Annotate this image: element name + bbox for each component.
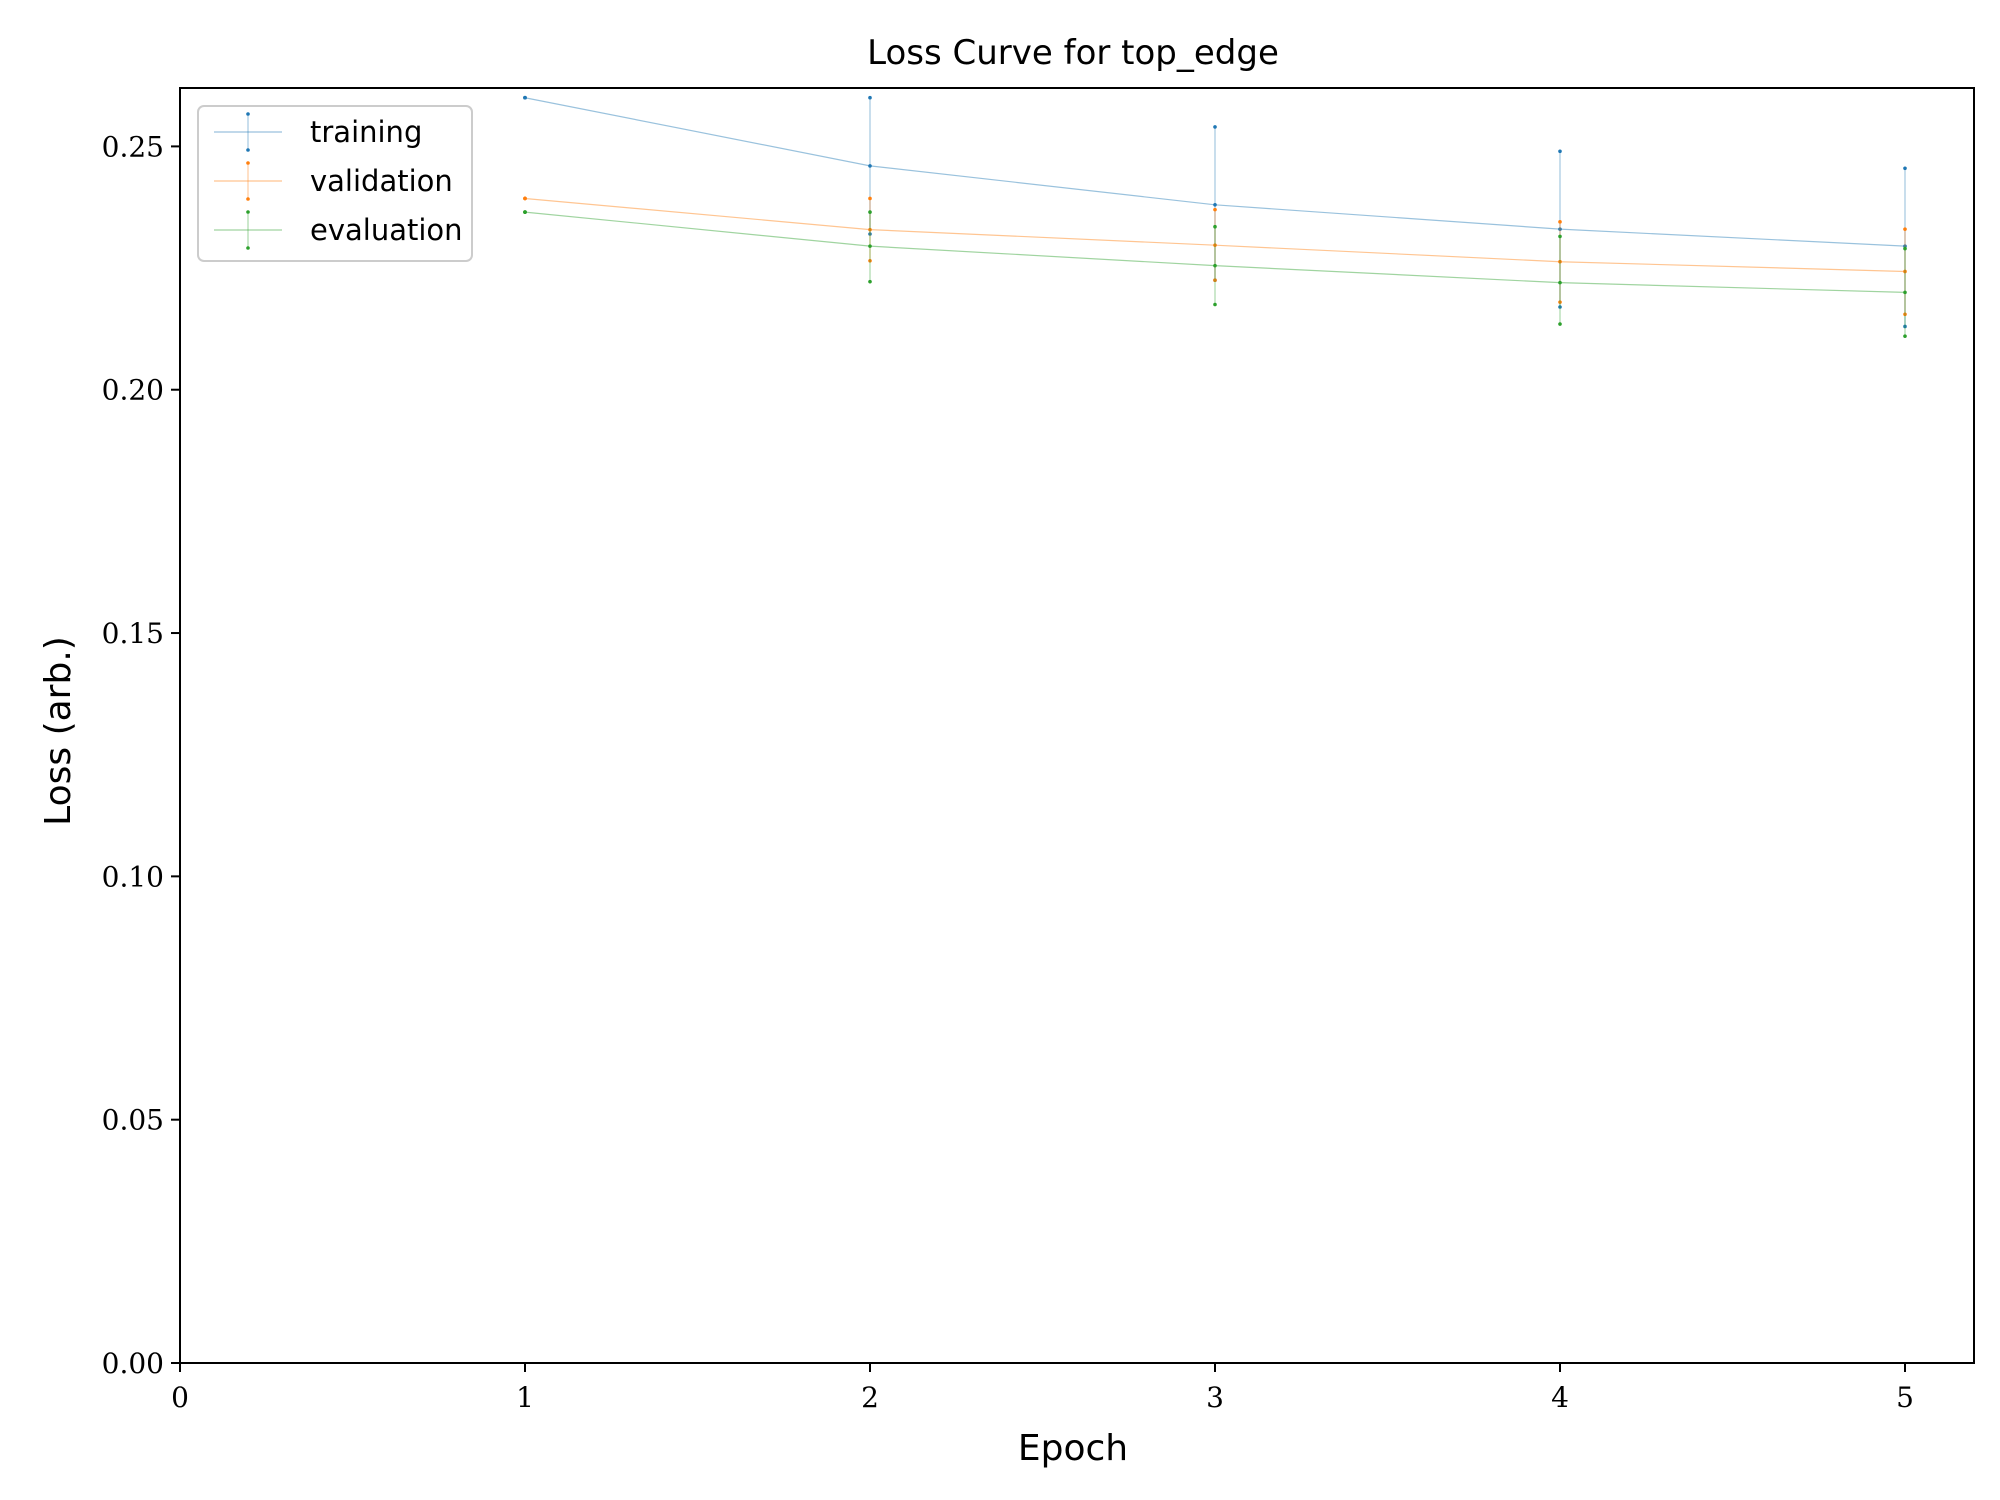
legend-box: [197, 105, 473, 262]
error-cap-high: [1903, 166, 1907, 171]
legend-swatch-cap: [246, 148, 250, 152]
series-validation: [523, 196, 1907, 317]
data-point: [1213, 263, 1217, 268]
y-axis-label: Loss (arb.): [38, 636, 79, 826]
error-cap-low: [1903, 334, 1907, 338]
data-point: [523, 196, 527, 201]
chart-title: Loss Curve for top_edge: [867, 33, 1279, 73]
x-tick-label: 3: [1206, 1381, 1224, 1414]
y-tick-label: 0.25: [102, 130, 164, 163]
y-tick-label: 0.00: [102, 1347, 164, 1380]
legend: training validation evaluation: [197, 105, 473, 262]
error-cap-low: [868, 279, 872, 284]
error-cap-low: [1558, 322, 1562, 326]
x-tick-label: 5: [1896, 1381, 1914, 1414]
error-cap-low: [1213, 302, 1217, 307]
error-cap-high: [1213, 125, 1217, 129]
x-tick-label: 0: [171, 1381, 189, 1414]
y-tick-label: 0.05: [102, 1104, 164, 1137]
error-cap-low: [1558, 305, 1562, 309]
data-point: [1558, 280, 1562, 285]
x-axis-label: Epoch: [1018, 1428, 1128, 1469]
error-cap-high: [868, 196, 872, 201]
x-tick-label: 1: [516, 1381, 534, 1414]
data-point: [868, 164, 872, 168]
legend-label-validation: validation: [310, 164, 453, 198]
legend-label-evaluation: evaluation: [310, 213, 463, 247]
data-point: [1558, 227, 1562, 231]
data-point: [523, 210, 527, 214]
legend-item-training: training: [214, 112, 422, 152]
legend-swatch-cap: [246, 197, 250, 201]
data-point: [868, 227, 872, 232]
data-point: [1558, 259, 1562, 264]
y-tick-label: 0.10: [102, 860, 164, 893]
error-cap-low: [1903, 312, 1907, 317]
data-point: [1903, 290, 1907, 295]
error-cap-high: [1558, 149, 1562, 154]
plot-frame: [179, 87, 1975, 1364]
data-point: [868, 244, 872, 248]
error-cap-high: [868, 95, 872, 100]
error-cap-high: [1213, 207, 1217, 212]
error-cap-high: [1558, 234, 1562, 239]
error-cap-high: [868, 210, 872, 214]
legend-swatch-cap: [246, 161, 250, 165]
y-tick-label: 0.15: [102, 617, 164, 650]
data-point: [1213, 243, 1217, 247]
legend-item-evaluation: evaluation: [214, 210, 463, 250]
x-tick-label: 2: [861, 1381, 879, 1414]
error-cap-low: [868, 232, 872, 236]
data-point: [1213, 202, 1217, 207]
legend-item-validation: validation: [214, 161, 453, 201]
legend-swatch-cap: [246, 112, 250, 116]
data-point: [523, 95, 527, 100]
error-cap-high: [1903, 227, 1907, 231]
ticks-layer: 0 1 2 3 4 5 0.00 0.05 0.10 0.15 0.20 0.25: [102, 130, 1914, 1414]
y-tick-label: 0.20: [102, 374, 164, 407]
legend-label-training: training: [310, 115, 422, 149]
series-evaluation: [523, 210, 1907, 338]
error-cap-high: [1558, 220, 1562, 224]
error-cap-low: [868, 258, 872, 263]
legend-swatch-cap: [246, 210, 250, 214]
error-cap-high: [1903, 246, 1907, 251]
error-cap-high: [1213, 224, 1217, 229]
error-cap-low: [1213, 278, 1217, 283]
error-cap-low: [1903, 324, 1907, 329]
series-layer: [523, 95, 1907, 338]
legend-swatch-cap: [246, 246, 250, 250]
x-tick-label: 4: [1551, 1381, 1569, 1414]
data-point: [1903, 269, 1907, 274]
error-cap-low: [1558, 300, 1562, 304]
